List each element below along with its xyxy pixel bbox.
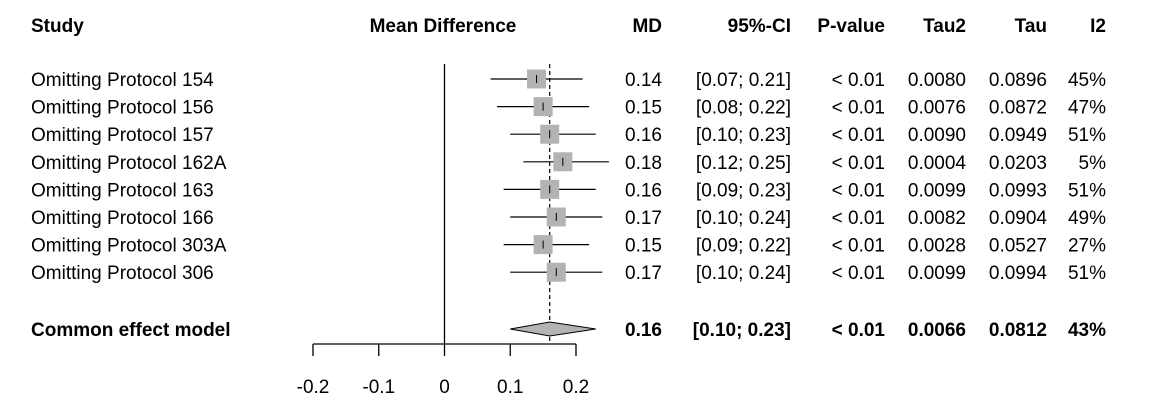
p-value: < 0.01 xyxy=(832,153,885,174)
header-study: Study xyxy=(31,16,84,37)
p-value: < 0.01 xyxy=(832,236,885,257)
tau2-value: 0.0028 xyxy=(908,236,966,257)
i2-value: 27% xyxy=(1068,236,1106,257)
ci-value: [0.12; 0.25] xyxy=(696,153,791,174)
tau2-value: 0.0080 xyxy=(908,70,966,91)
md-value: 0.15 xyxy=(625,236,662,257)
i2-value: 51% xyxy=(1068,263,1106,284)
tau-value: 0.0527 xyxy=(989,236,1047,257)
study-label: Omitting Protocol 166 xyxy=(31,208,214,229)
header-mean-difference: Mean Difference xyxy=(370,16,517,37)
i2-value: 51% xyxy=(1068,180,1106,201)
p-value: < 0.01 xyxy=(832,208,885,229)
study-label: Omitting Protocol 154 xyxy=(31,70,214,91)
p-value: < 0.01 xyxy=(832,180,885,201)
x-tick-label: -0.2 xyxy=(297,377,330,398)
tau2-value: 0.0090 xyxy=(908,125,966,146)
header-ci: 95%-CI xyxy=(728,16,791,37)
study-row: Omitting Protocol 156 0.15 [0.08; 0.22] < 0… xyxy=(31,97,1106,119)
study-row: Omitting Protocol 154 0.14 [0.07; 0.21] < 0… xyxy=(31,69,1106,91)
tau2-value: 0.0099 xyxy=(908,180,966,201)
study-row: Omitting Protocol 163 0.16 [0.09; 0.23] < 0… xyxy=(31,179,1106,201)
tau-value: 0.0896 xyxy=(989,70,1047,91)
summary-i2-value: 43% xyxy=(1068,320,1106,341)
ci-value: [0.09; 0.23] xyxy=(696,180,791,201)
md-value: 0.16 xyxy=(625,180,662,201)
plot-reference-lines xyxy=(443,64,551,344)
study-label: Omitting Protocol 156 xyxy=(31,98,214,119)
tau2-value: 0.0076 xyxy=(908,98,966,119)
i2-value: 47% xyxy=(1068,98,1106,119)
summary-diamond xyxy=(510,321,596,337)
ci-value: [0.10; 0.23] xyxy=(696,125,791,146)
p-value: < 0.01 xyxy=(832,70,885,91)
study-row: Omitting Protocol 166 0.17 [0.10; 0.24] < 0… xyxy=(31,207,1106,229)
study-label: Omitting Protocol 157 xyxy=(31,125,214,146)
md-value: 0.18 xyxy=(625,153,662,174)
tau-value: 0.0904 xyxy=(989,208,1048,229)
study-row: Omitting Protocol 306 0.17 [0.10; 0.24] < 0… xyxy=(31,262,1106,284)
summary-md-value: 0.16 xyxy=(625,320,662,341)
ci-value: [0.10; 0.24] xyxy=(696,208,791,229)
md-value: 0.14 xyxy=(625,70,662,91)
x-tick-label: 0.1 xyxy=(497,377,523,398)
x-tick-label: 0.2 xyxy=(563,377,589,398)
summary-ci-value: [0.10; 0.23] xyxy=(693,320,791,341)
p-value: < 0.01 xyxy=(832,263,885,284)
p-value: < 0.01 xyxy=(832,125,885,146)
ci-value: [0.07; 0.21] xyxy=(696,70,791,91)
header-p-value: P-value xyxy=(817,16,885,37)
tau-value: 0.0203 xyxy=(989,153,1047,174)
tau-value: 0.0872 xyxy=(989,98,1047,119)
x-tick-label: 0 xyxy=(439,377,450,398)
summary-row: Common effect model 0.16 [0.10; 0.23] < 0.0… xyxy=(31,320,1106,341)
summary-label: Common effect model xyxy=(31,320,231,341)
i2-value: 45% xyxy=(1068,70,1106,91)
tau-value: 0.0993 xyxy=(989,180,1047,201)
summary-tau-value: 0.0812 xyxy=(989,320,1047,341)
tau-value: 0.0994 xyxy=(989,263,1048,284)
study-label: Omitting Protocol 163 xyxy=(31,180,214,201)
study-label: Omitting Protocol 306 xyxy=(31,263,214,284)
tau-value: 0.0949 xyxy=(989,125,1047,146)
x-tick-label: -0.1 xyxy=(362,377,395,398)
i2-value: 5% xyxy=(1079,153,1107,174)
md-value: 0.16 xyxy=(625,125,662,146)
ci-value: [0.08; 0.22] xyxy=(696,98,791,119)
tau2-value: 0.0099 xyxy=(908,263,966,284)
i2-value: 51% xyxy=(1068,125,1106,146)
study-label: Omitting Protocol 303A xyxy=(31,236,227,257)
md-value: 0.17 xyxy=(625,208,662,229)
summary-tau2-value: 0.0066 xyxy=(908,320,966,341)
header-i2: I2 xyxy=(1090,16,1106,37)
md-value: 0.17 xyxy=(625,263,662,284)
header-md: MD xyxy=(632,16,662,37)
p-value: < 0.01 xyxy=(832,98,885,119)
i2-value: 49% xyxy=(1068,208,1106,229)
header-tau: Tau xyxy=(1015,16,1047,37)
study-row: Omitting Protocol 162A 0.18 [0.12; 0.25] < … xyxy=(31,152,1106,174)
ci-value: [0.10; 0.24] xyxy=(696,263,791,284)
summary-p-value: < 0.01 xyxy=(832,320,886,341)
study-label: Omitting Protocol 162A xyxy=(31,153,227,174)
ci-value: [0.09; 0.22] xyxy=(696,236,791,257)
x-axis: -0.2 -0.1 0 0.1 0.2 xyxy=(297,343,589,398)
header-tau2: Tau2 xyxy=(923,16,966,37)
tau2-value: 0.0004 xyxy=(908,153,967,174)
study-row: Omitting Protocol 303A 0.15 [0.09; 0.22] < … xyxy=(31,235,1106,257)
study-row: Omitting Protocol 157 0.16 [0.10; 0.23] < 0… xyxy=(31,124,1106,146)
md-value: 0.15 xyxy=(625,98,662,119)
tau2-value: 0.0082 xyxy=(908,208,966,229)
study-rows: Omitting Protocol 154 0.14 [0.07; 0.21] < 0… xyxy=(31,69,1106,284)
header-row: Study Mean Difference MD 95%-CI P-value … xyxy=(31,16,1106,37)
